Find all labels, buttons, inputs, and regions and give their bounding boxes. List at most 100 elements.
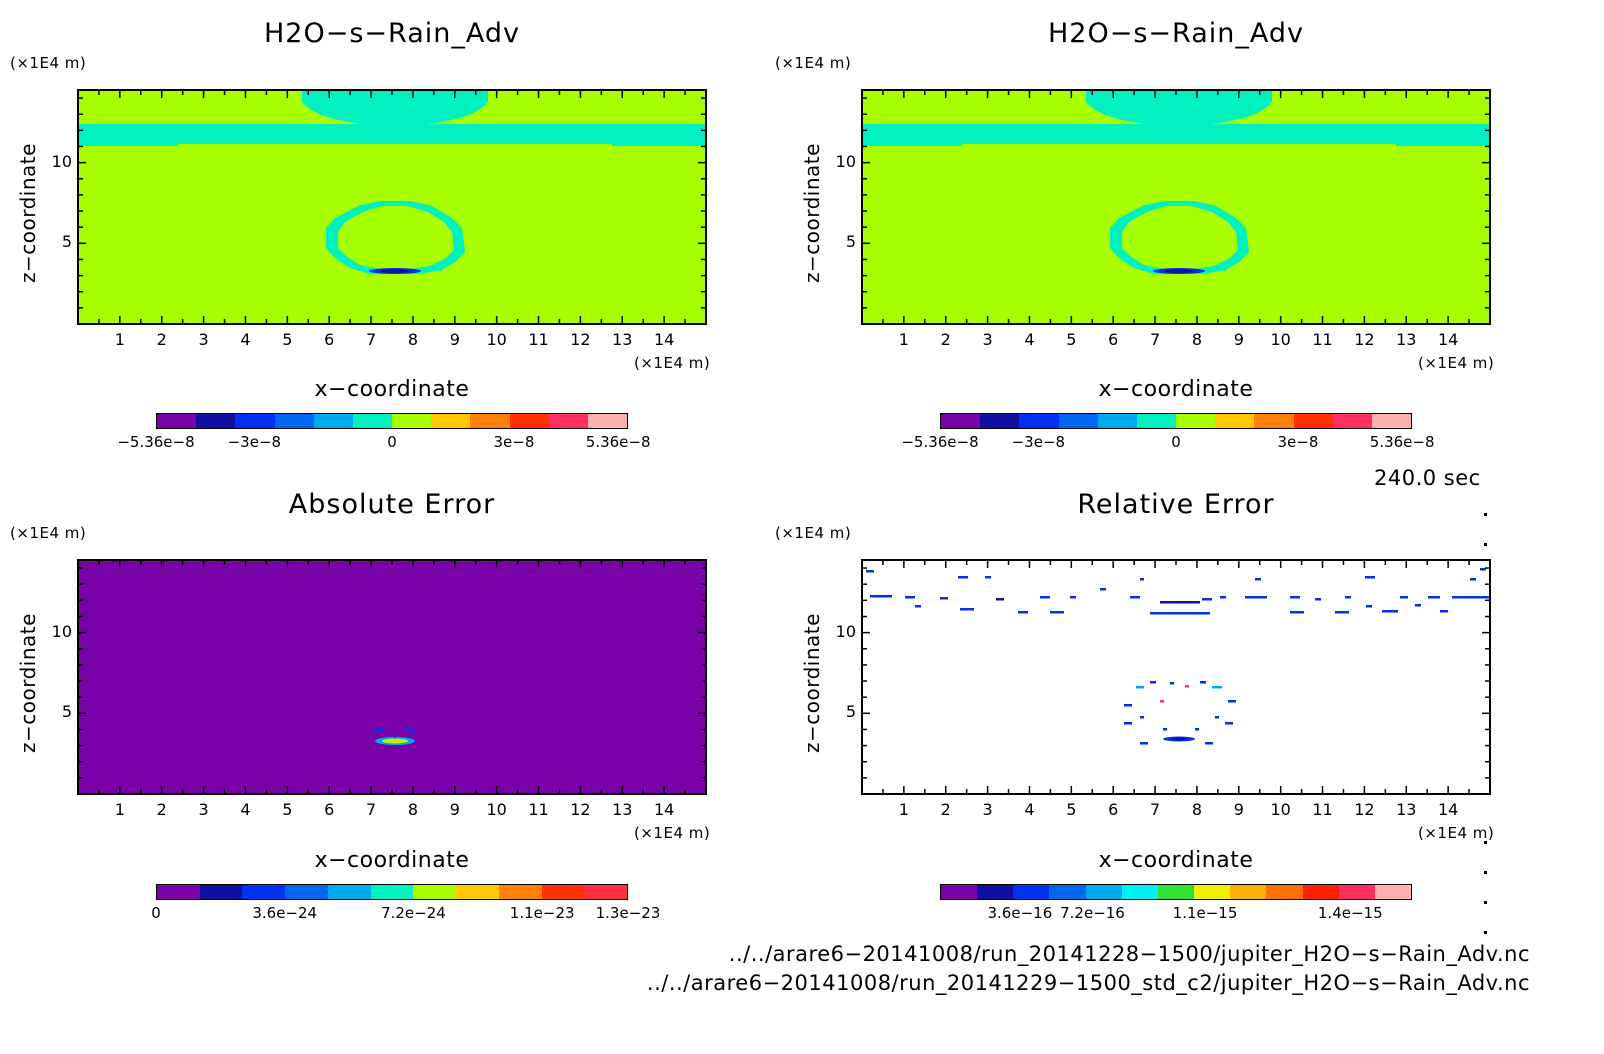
- panel-3-x-unit: (×1E4 m): [634, 824, 711, 842]
- x-tick-label: 12: [1354, 330, 1375, 349]
- panel-4-y-unit: (×1E4 m): [775, 524, 852, 542]
- y-tick-label: 10: [835, 621, 856, 641]
- x-tick-label: 1: [898, 800, 909, 819]
- error-mark: [1440, 610, 1448, 613]
- x-tick-label: 7: [365, 330, 377, 349]
- error-mark: [1100, 588, 1106, 591]
- margin-dot: [1484, 513, 1487, 516]
- error-mark: [1382, 610, 1398, 613]
- error-mark: [1050, 611, 1064, 614]
- error-mark: [1470, 578, 1476, 581]
- colorbar-label: 0: [1171, 433, 1181, 451]
- colorbar-label: 3.6e−16: [987, 904, 1053, 922]
- x-tick-label: 5: [282, 800, 293, 819]
- x-tick-label: 2: [940, 330, 951, 349]
- panel-2-field: [862, 90, 1490, 324]
- colorbar-cell: [1058, 414, 1098, 428]
- colorbar-cell: [1254, 414, 1294, 428]
- colorbar-cell: [941, 414, 981, 428]
- colorbar-label: −3e−8: [1011, 433, 1066, 451]
- colorbar-cell: [456, 885, 499, 899]
- x-tick-label: 7: [365, 800, 377, 819]
- panel-1-x-title: x−coordinate: [314, 377, 470, 402]
- panel-2-y-unit: (×1E4 m): [775, 54, 852, 72]
- error-mark: [1163, 728, 1167, 731]
- error-mark: [866, 570, 874, 573]
- colorbar-label: −3e−8: [227, 433, 282, 451]
- colorbar-label: −5.36e−8: [901, 433, 979, 451]
- colorbar-cell: [1293, 414, 1333, 428]
- error-mark: [1225, 722, 1233, 725]
- x-tick-label: 7: [1149, 800, 1161, 819]
- colorbar-label: 5.36e−8: [585, 433, 651, 451]
- x-tick-label: 2: [940, 800, 951, 819]
- colorbar-cell: [1049, 885, 1086, 899]
- colorbar-cell: [541, 885, 585, 899]
- error-mark: [1428, 596, 1440, 599]
- x-tick-label: 13: [1396, 800, 1417, 819]
- x-tick-label: 10: [486, 800, 507, 819]
- panel-4-x-unit: (×1E4 m): [1418, 824, 1495, 842]
- colorbar-cell: [941, 885, 978, 899]
- x-tick-label: 1: [114, 330, 125, 349]
- colorbar-cell: [1157, 885, 1195, 899]
- x-tick-label: 12: [1354, 800, 1375, 819]
- panel-3-title: Absolute Error: [288, 489, 496, 520]
- error-mark: [1140, 742, 1148, 745]
- colorbar-label: 1.3e−23: [595, 904, 661, 922]
- colorbar-cell: [235, 414, 275, 428]
- colorbar-cell: [584, 885, 628, 899]
- x-tick-label: 4: [1024, 330, 1035, 349]
- x-tick-label: 4: [240, 330, 251, 349]
- file-path-1: ../../arare6−20141008/run_20141228−1500/…: [728, 942, 1530, 966]
- colorbar-cell: [509, 414, 549, 428]
- x-tick-label: 8: [1191, 330, 1203, 349]
- error-mark: [1018, 611, 1028, 614]
- colorbar-cell: [1097, 414, 1137, 428]
- y-tick-label: 10: [835, 151, 856, 171]
- colorbar-cell: [1338, 885, 1375, 899]
- error-mark: [1415, 604, 1421, 607]
- colorbar-cell: [1121, 885, 1158, 899]
- y-tick-label: 10: [51, 151, 72, 171]
- colorbar-cell: [274, 414, 314, 428]
- colorbar-cell: [199, 885, 243, 899]
- x-tick-label: 14: [653, 330, 675, 349]
- x-tick-label: 14: [1437, 800, 1459, 819]
- colorbar-cell: [470, 414, 510, 428]
- x-tick-label: 6: [324, 330, 335, 349]
- x-tick-label: 12: [570, 800, 591, 819]
- colorbar-cell: [1332, 414, 1372, 428]
- colorbar-cell: [1266, 885, 1303, 899]
- panel-4-title: Relative Error: [1077, 489, 1275, 520]
- error-mark: [985, 576, 991, 579]
- panel-4-field: [862, 560, 1490, 794]
- colorbar-cell: [196, 414, 236, 428]
- panel-3-field: [78, 560, 706, 794]
- panel-3-colorbar: [156, 884, 628, 900]
- panel-1-x-unit: (×1E4 m): [634, 354, 711, 372]
- x-tick-label: 11: [1312, 800, 1333, 819]
- error-mark: [1228, 700, 1236, 703]
- error-mark: [1140, 716, 1144, 719]
- colorbar-cell: [1215, 414, 1255, 428]
- x-tick-label: 4: [240, 800, 251, 819]
- colorbar-cell: [327, 885, 371, 899]
- error-mark: [1202, 598, 1212, 601]
- error-mark: [1136, 686, 1144, 689]
- y-tick-label: 5: [61, 702, 72, 722]
- colorbar-cell: [313, 414, 353, 428]
- x-tick-label: 8: [1191, 800, 1203, 819]
- x-tick-label: 3: [198, 330, 209, 349]
- error-mark: [1160, 601, 1200, 604]
- file-path-2: ../../arare6−20141008/run_20141229−1500_…: [646, 971, 1530, 995]
- time-label: 240.0 sec: [1374, 466, 1481, 490]
- error-mark: [960, 608, 974, 611]
- colorbar-label: −5.36e−8: [117, 433, 195, 451]
- colorbar-label: 7.2e−24: [381, 904, 446, 922]
- x-tick-label: 5: [282, 330, 293, 349]
- error-mark: [1480, 568, 1486, 571]
- y-tick-label: 10: [51, 621, 72, 641]
- error-mark: [1215, 716, 1219, 719]
